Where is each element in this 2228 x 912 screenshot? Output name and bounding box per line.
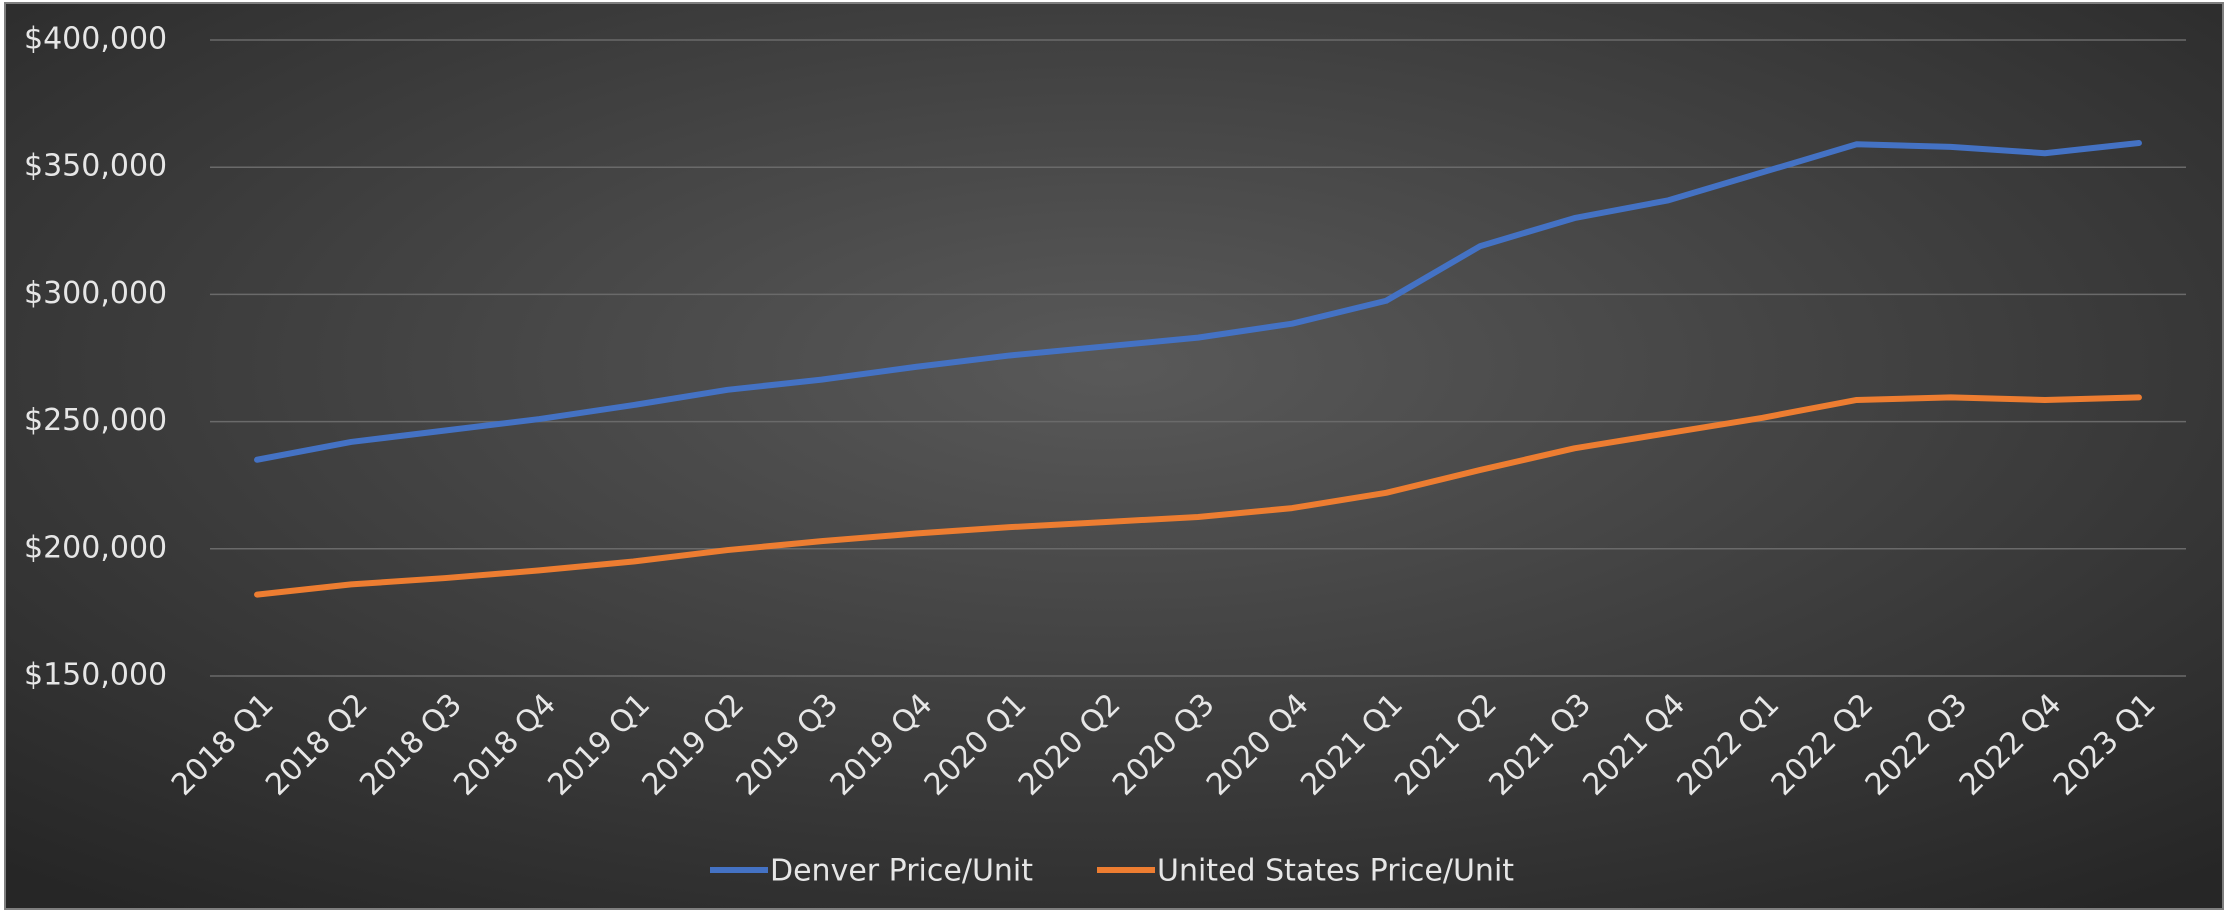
chart-background [4,2,2224,910]
y-tick-label: $300,000 [24,276,167,311]
series-line [254,140,2142,463]
y-tick-label: $350,000 [24,149,167,184]
legend-label: Denver Price/Unit [770,854,1033,889]
y-tick-label: $400,000 [24,22,167,57]
series-line [254,394,2142,598]
legend-label: United States Price/Unit [1157,854,1514,889]
y-tick-label: $200,000 [24,530,167,565]
y-tick-label: $250,000 [24,403,167,438]
y-tick-label: $150,000 [24,658,167,693]
